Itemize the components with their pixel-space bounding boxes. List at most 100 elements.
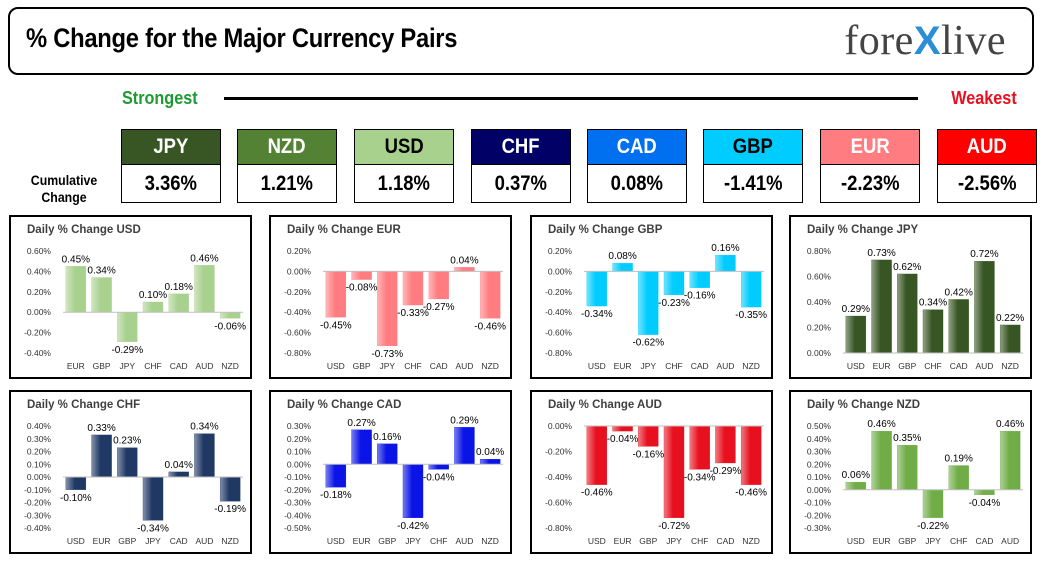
data-label: -0.29% <box>111 345 143 356</box>
x-category-label: USD <box>847 536 865 546</box>
x-category-label: NZD <box>221 536 238 546</box>
x-category-label: CHF <box>144 361 161 371</box>
y-tick-label: -0.60% <box>545 328 572 338</box>
bar-chart: Daily % Change USD 0.60% 0.40% 0.20% 0.00% -0… <box>24 224 246 371</box>
x-category-label: NZD <box>1001 361 1018 371</box>
y-tick-label: -0.30% <box>24 510 51 520</box>
y-tick-label: -0.60% <box>545 498 572 508</box>
x-category-label: AUD <box>716 361 734 371</box>
bar-chf <box>922 309 944 354</box>
x-category-label: CAD <box>170 361 188 371</box>
bar-usd <box>65 476 87 490</box>
currency-box-nzd: NZD 1.21% <box>237 129 337 203</box>
bar-nzd <box>740 425 762 485</box>
data-label: -0.06% <box>214 321 246 332</box>
y-tick-label: -0.10% <box>24 485 51 495</box>
bar-nzd <box>740 271 762 308</box>
bar-aud <box>194 265 215 313</box>
x-category-label: CHF <box>404 361 421 371</box>
bar-chf <box>948 465 969 490</box>
bar-aud <box>454 267 475 272</box>
x-category-label: CHF <box>691 536 708 546</box>
y-tick-label: 0.00% <box>287 459 312 469</box>
x-category-label: CHF <box>430 536 447 546</box>
chart-panel-chf: Daily % Change CHF 0.40% 0.30% 0.20% 0.10% 0.… <box>9 390 252 554</box>
bar-eur <box>612 263 633 272</box>
chart-panel-cad: Daily % Change CAD 0.30% 0.20% 0.10% 0.00% -0… <box>269 390 512 554</box>
y-tick-label: 0.40% <box>807 297 832 307</box>
forexlive-logo[interactable]: foreXlive <box>844 17 1006 65</box>
currency-code-text: NZD <box>267 135 306 158</box>
data-label: -0.35% <box>735 310 767 321</box>
chart-panel-eur: Daily % Change EUR 0.20% 0.00% -0.20% -0.40%… <box>269 215 512 379</box>
y-tick-label: 0.10% <box>27 459 52 469</box>
data-label: -0.19% <box>214 504 246 515</box>
logo-text-fore: fore <box>844 18 914 64</box>
cumulative-change-text: 1.21% <box>260 172 314 195</box>
bar-jpy <box>638 271 659 335</box>
y-tick-label: -0.60% <box>284 328 311 338</box>
bar-nzd <box>999 324 1021 354</box>
bar-chf <box>663 271 685 296</box>
chart-title: Daily % Change AUD <box>548 399 662 411</box>
currency-code-text: GBP <box>732 135 774 158</box>
y-tick-label: -0.20% <box>284 287 311 297</box>
data-label: -0.16% <box>632 449 664 460</box>
bar-chart: Daily % Change NZD 0.50% 0.40% 0.30% 0.20% 0.… <box>804 399 1024 546</box>
bar-chf <box>142 301 164 313</box>
bar-cad <box>428 271 449 300</box>
y-tick-label: 0.20% <box>807 323 832 333</box>
bar-usd <box>845 315 867 354</box>
bar-gbp <box>638 425 659 447</box>
data-label: -0.46% <box>581 488 613 499</box>
y-tick-label: -0.80% <box>545 348 572 358</box>
data-label: -0.45% <box>320 320 352 331</box>
strength-scale-line <box>224 97 918 100</box>
y-tick-label: 0.00% <box>287 266 312 276</box>
x-category-label: GBP <box>898 536 916 546</box>
bar-usd <box>325 464 347 488</box>
y-tick-label: 0.40% <box>27 266 52 276</box>
y-tick-label: -0.50% <box>284 523 311 533</box>
x-category-label: AUD <box>455 361 473 371</box>
y-tick-label: 0.20% <box>548 246 573 256</box>
chart-title: Daily % Change USD <box>27 224 141 236</box>
chart-title: Daily % Change EUR <box>287 224 401 236</box>
bar-cad <box>168 471 189 478</box>
logo-x-mark: X <box>913 19 942 63</box>
bar-nzd <box>219 312 241 319</box>
currency-box-usd: USD 1.18% <box>354 129 454 203</box>
cumulative-change-text: 3.36% <box>144 172 198 195</box>
x-category-label: EUR <box>614 536 632 546</box>
data-label: -0.18% <box>320 490 352 501</box>
bar-gbp <box>897 444 918 490</box>
bar-cad <box>168 293 189 313</box>
bar-chart: Daily % Change JPY 0.80% 0.60% 0.40% 0.20% 0.… <box>807 224 1025 371</box>
y-tick-label: 0.30% <box>287 421 312 431</box>
currency-code: CHF <box>471 129 571 165</box>
x-category-label: USD <box>847 361 865 371</box>
bar-jpy <box>402 464 424 518</box>
cumulative-change-value: -2.23% <box>820 165 920 203</box>
cumulative-change-text: 1.18% <box>377 172 431 195</box>
data-label: 0.35% <box>893 433 921 444</box>
y-tick-label: 0.60% <box>27 246 52 256</box>
cumulative-change-text: 0.08% <box>610 172 664 195</box>
x-category-label: JPY <box>379 361 395 371</box>
cumulative-change-label: Cumulative Change <box>20 172 108 206</box>
x-category-label: USD <box>588 361 606 371</box>
y-tick-label: 0.00% <box>807 348 832 358</box>
data-label: -0.04% <box>969 498 1001 509</box>
cumulative-change-value: 1.18% <box>354 165 454 203</box>
y-tick-label: -0.40% <box>545 472 572 482</box>
data-label: 0.45% <box>62 254 90 265</box>
y-tick-label: 0.30% <box>807 447 832 457</box>
y-tick-label: -0.20% <box>545 447 572 457</box>
data-label: 0.16% <box>373 432 401 443</box>
data-label: 0.23% <box>113 436 141 447</box>
bar-eur <box>91 434 112 478</box>
y-tick-label: 0.80% <box>807 246 832 256</box>
data-label: 0.06% <box>842 470 870 481</box>
y-tick-label: 0.50% <box>807 421 832 431</box>
bar-cad <box>974 489 995 495</box>
